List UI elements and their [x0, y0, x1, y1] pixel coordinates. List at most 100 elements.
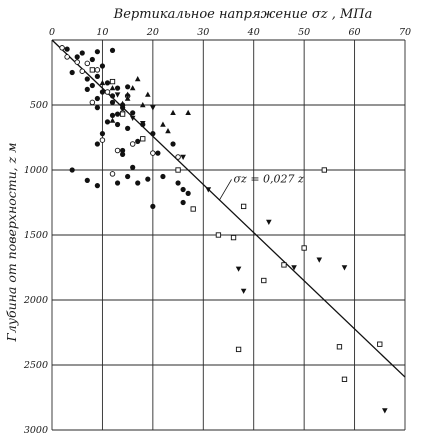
point-filled-circle-11 — [109, 93, 116, 99]
point-open-circle-11 — [114, 147, 121, 154]
x-tick-label-4: 40 — [247, 27, 260, 38]
x-tick-label-7: 70 — [399, 27, 411, 38]
point-open-circle-15 — [109, 171, 116, 177]
point-filled-triangle-8 — [165, 128, 171, 134]
x-tick-label-5: 50 — [298, 27, 310, 38]
point-filled-triangle-down-3 — [150, 105, 156, 111]
point-filled-circle-3 — [79, 50, 85, 56]
point-filled-triangle-down-7 — [240, 288, 247, 294]
point-filled-circle-25 — [109, 112, 116, 118]
point-filled-circle-26 — [99, 131, 106, 137]
point-filled-circle-45 — [185, 190, 191, 196]
point-filled-circle-41 — [160, 173, 166, 180]
point-filled-circle-48 — [150, 131, 156, 137]
trend-label-leader — [219, 179, 232, 201]
point-square-5 — [190, 206, 196, 212]
point-filled-circle-27 — [94, 141, 100, 147]
point-filled-circle-19 — [130, 110, 136, 116]
y-tick-label-2: 1500 — [24, 230, 48, 241]
point-open-circle-4 — [94, 67, 101, 73]
point-filled-circle-50 — [120, 151, 126, 157]
point-filled-circle-32 — [130, 164, 136, 170]
x-tick-label-6: 60 — [349, 27, 361, 38]
point-square-13 — [336, 344, 343, 350]
point-open-circle-7 — [99, 137, 106, 143]
point-filled-triangle-down-12 — [382, 408, 388, 414]
point-square-9 — [261, 277, 267, 284]
point-filled-circle-13 — [114, 85, 121, 91]
point-filled-triangle-4 — [134, 76, 141, 82]
point-open-circle-8 — [79, 68, 86, 74]
point-filled-circle-2 — [74, 54, 80, 60]
point-open-circle-13 — [175, 154, 181, 160]
point-open-circle-9 — [89, 99, 96, 106]
point-filled-triangle-down-11 — [341, 265, 348, 271]
trend-label: σz = 0,027 z — [234, 172, 305, 185]
point-filled-circle-9 — [99, 63, 106, 69]
y-tick-labels: 500 1000 1500 2000 2500 3000 — [23, 100, 48, 436]
point-filled-circle-34 — [145, 176, 151, 182]
point-square-1 — [109, 78, 116, 85]
point-open-circle-2 — [74, 59, 80, 65]
point-filled-circle-39 — [109, 99, 116, 105]
point-filled-circle-30 — [114, 180, 121, 186]
x-tick-label-0: 0 — [49, 27, 55, 38]
point-filled-circle-28 — [69, 167, 75, 173]
point-filled-triangle-down-6 — [235, 266, 242, 272]
point-filled-circle-38 — [120, 105, 126, 111]
point-square-4 — [175, 167, 181, 173]
point-filled-circle-40 — [155, 150, 161, 156]
point-filled-triangle-6 — [145, 91, 151, 97]
point-filled-circle-43 — [180, 186, 186, 193]
y-tick-label-4: 2500 — [23, 360, 48, 371]
grid — [51, 39, 406, 431]
y-axis-label: Глубина от поверхности, z м — [4, 142, 19, 342]
point-square-7 — [230, 234, 237, 241]
chart-title: Вертикальное напряжение σz , МПа — [113, 7, 373, 22]
point-filled-triangle-down-4 — [180, 154, 186, 160]
trend-line — [51, 39, 406, 378]
point-square-3 — [140, 136, 146, 142]
point-square-8 — [240, 203, 247, 210]
point-square-2 — [119, 111, 126, 117]
point-filled-triangle-0 — [109, 85, 116, 91]
point-filled-triangle-down-9 — [291, 265, 297, 271]
data-points — [59, 45, 388, 414]
point-filled-triangle-7 — [160, 121, 166, 127]
x-tick-label-2: 20 — [146, 27, 159, 38]
point-square-6 — [215, 232, 222, 238]
point-filled-circle-23 — [94, 105, 100, 111]
point-open-circle-1 — [64, 54, 70, 60]
point-filled-triangle-11 — [109, 117, 116, 123]
point-filled-circle-5 — [89, 56, 95, 63]
point-filled-circle-33 — [135, 180, 141, 186]
point-filled-triangle-down-5 — [205, 187, 212, 193]
point-open-circle-0 — [59, 45, 65, 51]
point-open-circle-12 — [150, 150, 156, 156]
point-square-12 — [321, 167, 327, 173]
point-filled-circle-0 — [64, 46, 70, 52]
point-square-16 — [235, 346, 242, 353]
point-filled-triangle-down-2 — [139, 121, 146, 127]
point-filled-circle-31 — [125, 173, 131, 180]
point-filled-circle-6 — [94, 73, 100, 79]
y-tick-label-5: 3000 — [24, 425, 48, 436]
point-filled-circle-16 — [120, 147, 126, 154]
point-square-14 — [341, 376, 348, 382]
point-filled-triangle-1 — [119, 100, 126, 106]
point-filled-triangle-5 — [139, 102, 146, 108]
point-filled-circle-46 — [84, 86, 90, 92]
point-filled-triangle-down-1 — [129, 115, 136, 121]
point-square-0 — [89, 67, 95, 73]
point-open-circle-5 — [104, 89, 111, 95]
point-filled-circle-36 — [94, 183, 100, 189]
point-open-circle-3 — [84, 60, 91, 67]
point-filled-triangle-9 — [170, 109, 176, 115]
point-filled-triangle-down-10 — [316, 257, 323, 263]
point-square-15 — [377, 341, 383, 347]
point-filled-circle-8 — [99, 89, 106, 95]
point-filled-circle-22 — [89, 82, 95, 89]
point-filled-circle-4 — [84, 76, 90, 82]
x-tick-label-1: 10 — [96, 27, 108, 38]
